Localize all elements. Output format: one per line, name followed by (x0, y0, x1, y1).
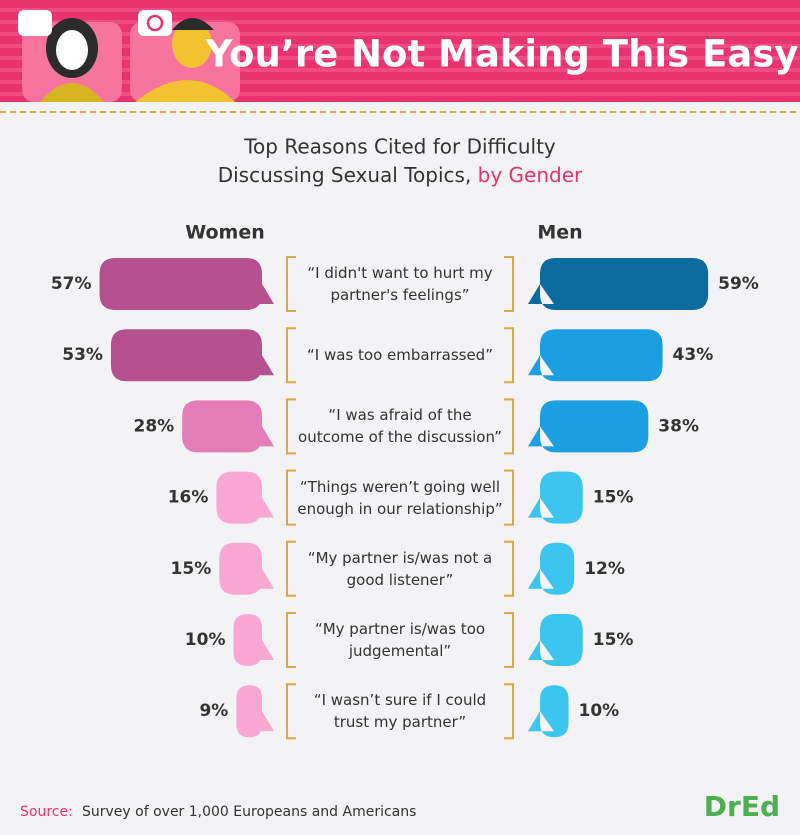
man-face (172, 20, 212, 68)
bracket (286, 398, 514, 455)
category-label: “I wasn’t sure if I could trust my partn… (313, 691, 487, 732)
icon-bubble (138, 10, 172, 36)
subtitle-highlight: by Gender (478, 163, 583, 187)
bar-women (236, 685, 274, 738)
bar-men (528, 400, 649, 453)
value-label: 43% (673, 345, 714, 365)
icon-bubble (18, 10, 52, 36)
bracket (286, 256, 514, 312)
value-label: 28% (133, 416, 174, 436)
bar-men (528, 258, 709, 310)
bar-men (528, 542, 575, 595)
icon-no (146, 14, 164, 32)
bar-women (233, 614, 274, 666)
subtitle: Top Reasons Cited for Difficulty (243, 135, 556, 159)
bar-men (528, 685, 569, 738)
woman-body (40, 83, 104, 102)
value-label: 12% (584, 559, 625, 579)
bar-women (216, 471, 274, 524)
value-label: 10% (579, 701, 620, 721)
value-label: 59% (718, 274, 759, 294)
bar-women (219, 542, 274, 595)
value-label: 15% (593, 630, 634, 650)
category-label: “I didn't want to hurt my partner's feel… (307, 264, 493, 304)
bracket (286, 469, 514, 526)
category-label: “I was afraid of the outcome of the disc… (298, 406, 502, 447)
value-label: 15% (593, 488, 634, 508)
value-label: 38% (658, 416, 699, 436)
bar-men (528, 614, 583, 666)
legend-women: Women (185, 222, 265, 244)
value-label: 16% (168, 488, 209, 508)
bracket (286, 327, 514, 384)
category-label: “I was too embarrassed” (307, 346, 493, 365)
bracket (286, 612, 514, 668)
bracket (286, 540, 514, 597)
value-label: 9% (199, 701, 228, 721)
bar-women (99, 258, 274, 310)
source-label: Source: (20, 804, 73, 820)
subtitle-line: Discussing Sexual Topics, by Gender (218, 163, 583, 187)
value-label: 53% (62, 345, 103, 365)
bar-women (110, 329, 274, 382)
bar-men (528, 329, 663, 382)
category-label: “My partner is/was not a good listener” (307, 548, 493, 589)
value-label: 10% (185, 630, 226, 650)
category-label: “Things weren’t going well enough in our… (297, 477, 503, 518)
value-label: 15% (171, 559, 212, 579)
woman-face (56, 30, 88, 70)
man-hair (172, 18, 214, 30)
logo: DrEd (704, 790, 780, 823)
bracket (286, 683, 514, 740)
chart-title: You’re Not Making This Easy (205, 33, 799, 76)
source: Survey of over 1,000 Europeans and Ameri… (82, 804, 416, 820)
legend-men: Men (537, 222, 582, 244)
value-label: 57% (51, 274, 92, 294)
bar-men (528, 471, 583, 524)
man-body (135, 80, 235, 102)
category-label: “My partner is/was too judgemental” (314, 620, 486, 660)
bar-women (182, 400, 274, 453)
